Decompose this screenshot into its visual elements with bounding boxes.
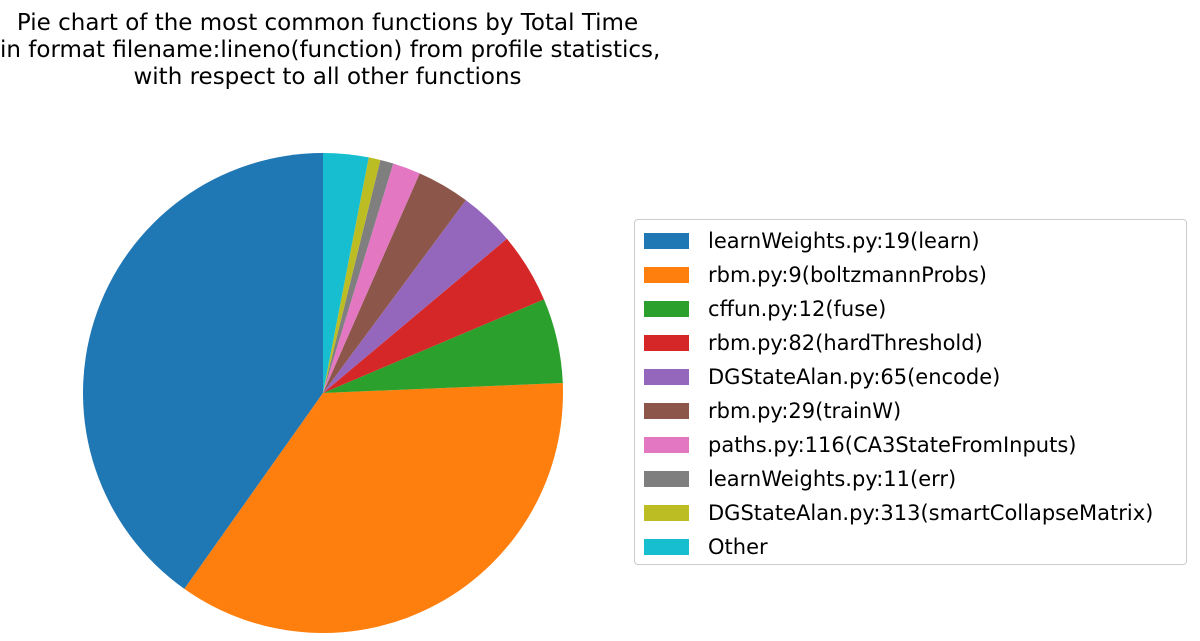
pie-slice-5 (323, 173, 466, 393)
pie-slice-0 (82, 153, 323, 589)
pie-slice-8 (323, 157, 381, 393)
pie-slice-7 (323, 159, 394, 393)
legend-item: learnWeights.py:11(err) (644, 462, 1186, 496)
legend-swatch (644, 267, 689, 283)
chart-title-line-2: in format filename:lineno(function) from… (0, 37, 661, 63)
legend-swatch (644, 505, 689, 521)
chart-title-line-3: with respect to all other functions (133, 64, 522, 90)
legend-swatch (644, 539, 689, 555)
legend-item: DGStateAlan.py:65(encode) (644, 360, 1186, 394)
legend-item: cffun.py:12(fuse) (644, 292, 1186, 326)
legend-label: DGStateAlan.py:65(encode) (708, 365, 1001, 389)
legend-label: Other (708, 535, 768, 559)
chart-title: Pie chart of the most common functions b… (0, 10, 661, 91)
legend-label: DGStateAlan.py:313(smartCollapseMatrix) (708, 501, 1154, 525)
chart-legend: learnWeights.py:19(learn) rbm.py:9(boltzm… (634, 219, 1187, 565)
pie-slice-6 (323, 163, 420, 393)
legend-swatch (644, 471, 689, 487)
pie-chart (82, 153, 563, 634)
legend-label: learnWeights.py:19(learn) (708, 229, 980, 253)
pie-slice-2 (323, 299, 563, 393)
legend-swatch (644, 233, 689, 249)
legend-swatch (644, 335, 689, 351)
legend-label: cffun.py:12(fuse) (708, 297, 887, 321)
legend-label: rbm.py:9(boltzmannProbs) (708, 263, 987, 287)
legend-item: rbm.py:9(boltzmannProbs) (644, 258, 1186, 292)
legend-item: learnWeights.py:19(learn) (644, 224, 1186, 258)
legend-label: paths.py:116(CA3StateFromInputs) (708, 433, 1077, 457)
legend-swatch (644, 301, 689, 317)
pie-slice-9 (323, 153, 369, 393)
legend-swatch (644, 403, 689, 419)
legend-label: rbm.py:29(trainW) (708, 399, 902, 423)
pie-slice-3 (323, 238, 544, 393)
legend-label: learnWeights.py:11(err) (708, 467, 957, 491)
legend-item: rbm.py:82(hardThreshold) (644, 326, 1186, 360)
legend-swatch (644, 369, 689, 385)
legend-item: Other (644, 530, 1186, 564)
legend-label: rbm.py:82(hardThreshold) (708, 331, 983, 355)
legend-item: DGStateAlan.py:313(smartCollapseMatrix) (644, 496, 1186, 530)
legend-item: rbm.py:29(trainW) (644, 394, 1186, 428)
legend-item: paths.py:116(CA3StateFromInputs) (644, 428, 1186, 462)
pie-slice-4 (323, 200, 507, 393)
legend-swatch (644, 437, 689, 453)
pie-slice-1 (184, 382, 563, 634)
chart-title-line-1: Pie chart of the most common functions b… (16, 10, 639, 36)
